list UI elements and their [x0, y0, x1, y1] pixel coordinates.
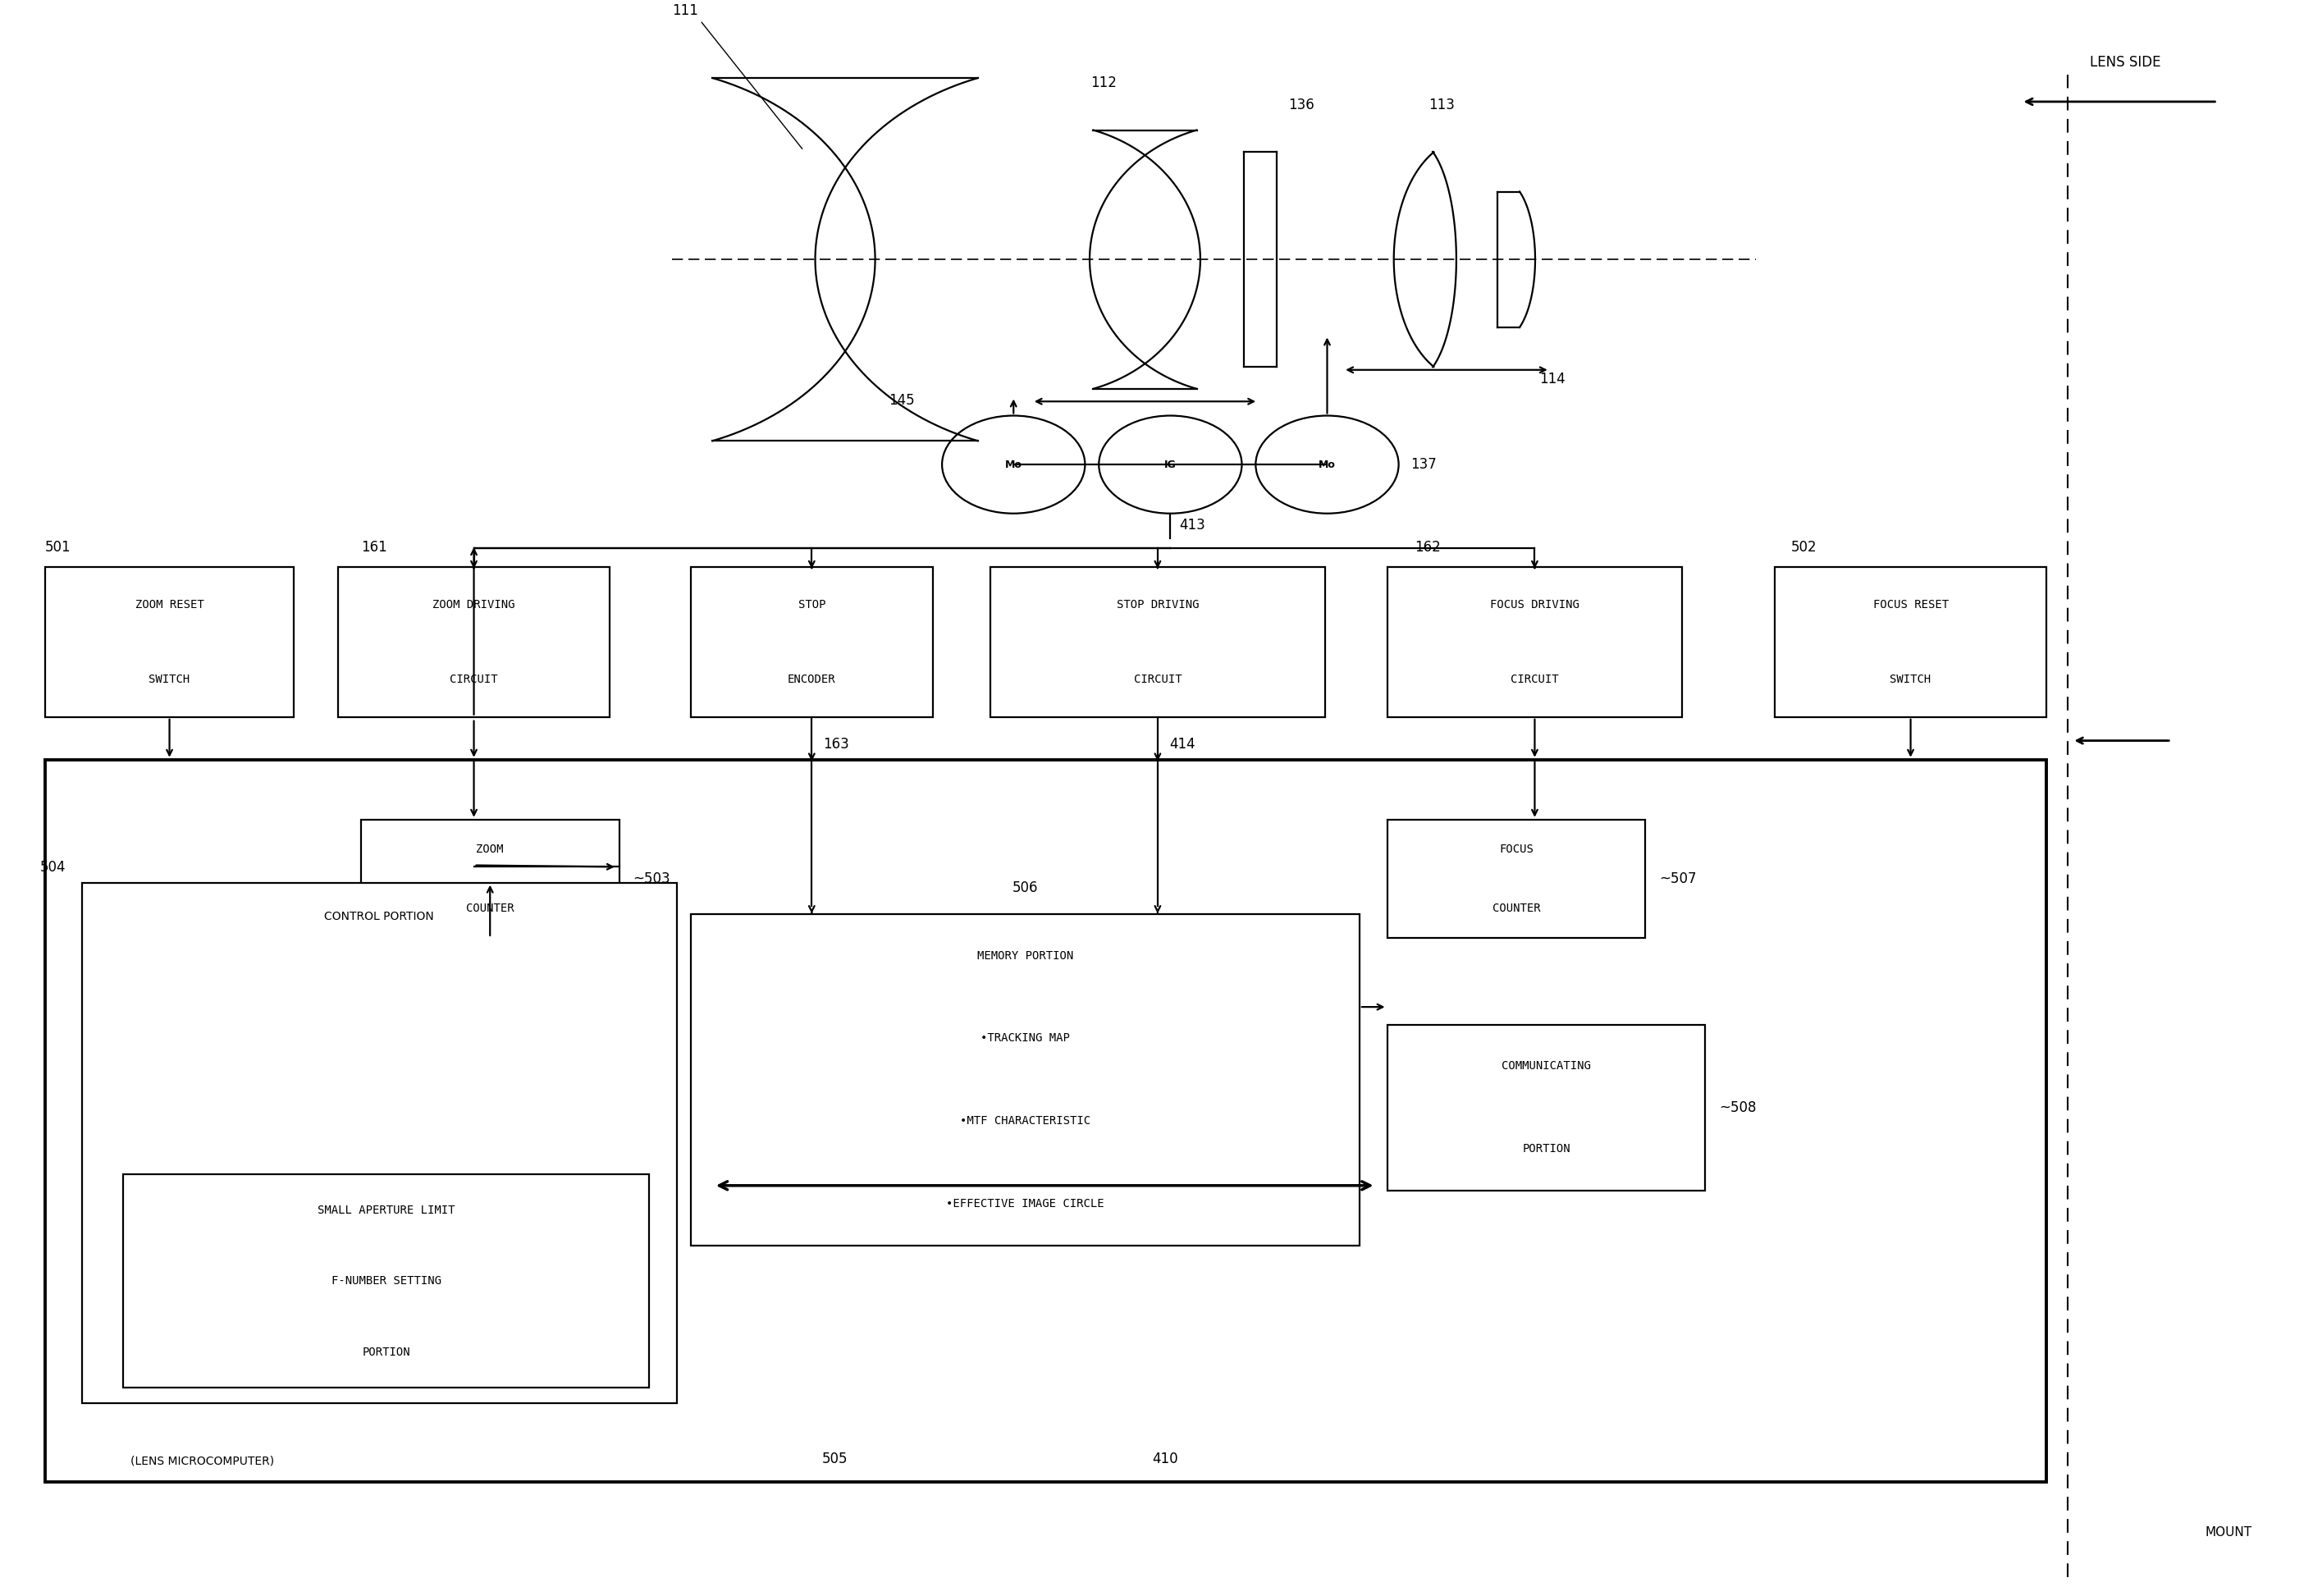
Text: ENCODER: ENCODER [789, 674, 835, 685]
Text: FOCUS DRIVING: FOCUS DRIVING [1490, 598, 1580, 610]
Text: 145: 145 [888, 393, 914, 407]
Text: 414: 414 [1168, 737, 1196, 752]
Text: 501: 501 [44, 539, 72, 554]
Text: 114: 114 [1540, 372, 1566, 386]
Text: MEMORY PORTION: MEMORY PORTION [976, 950, 1073, 961]
Text: FOCUS: FOCUS [1499, 843, 1534, 855]
Text: 506: 506 [1013, 881, 1039, 895]
Text: STOP DRIVING: STOP DRIVING [1117, 598, 1198, 610]
Text: F-NUMBER SETTING: F-NUMBER SETTING [331, 1275, 442, 1286]
FancyBboxPatch shape [44, 760, 2047, 1483]
Text: COMMUNICATING: COMMUNICATING [1501, 1060, 1591, 1073]
FancyBboxPatch shape [1774, 567, 2047, 717]
Text: ~508: ~508 [1719, 1100, 1756, 1116]
Text: ZOOM DRIVING: ZOOM DRIVING [433, 598, 516, 610]
Text: STOP: STOP [798, 598, 826, 610]
Text: ~503: ~503 [634, 871, 671, 886]
Text: CIRCUIT: CIRCUIT [1510, 674, 1559, 685]
Text: PORTION: PORTION [363, 1347, 409, 1358]
FancyBboxPatch shape [990, 567, 1325, 717]
Text: IG: IG [1163, 460, 1177, 469]
FancyBboxPatch shape [123, 1175, 650, 1387]
Text: COUNTER: COUNTER [1492, 902, 1540, 915]
FancyBboxPatch shape [1388, 819, 1645, 938]
Text: ZOOM: ZOOM [476, 843, 504, 855]
Text: LENS SIDE: LENS SIDE [2089, 54, 2160, 70]
FancyBboxPatch shape [1388, 1025, 1705, 1191]
Text: SWITCH: SWITCH [148, 674, 190, 685]
FancyBboxPatch shape [692, 567, 932, 717]
Text: 113: 113 [1429, 97, 1455, 113]
Text: 137: 137 [1411, 456, 1436, 472]
Text: 413: 413 [1180, 517, 1205, 533]
Text: 505: 505 [821, 1452, 849, 1467]
Text: •TRACKING MAP: •TRACKING MAP [981, 1033, 1069, 1044]
Text: •EFFECTIVE IMAGE CIRCLE: •EFFECTIVE IMAGE CIRCLE [946, 1199, 1103, 1210]
Text: •MTF CHARACTERISTIC: •MTF CHARACTERISTIC [960, 1116, 1089, 1127]
Text: FOCUS RESET: FOCUS RESET [1874, 598, 1948, 610]
FancyBboxPatch shape [44, 567, 294, 717]
Text: CONTROL PORTION: CONTROL PORTION [324, 911, 435, 922]
Text: 162: 162 [1416, 539, 1441, 554]
FancyBboxPatch shape [692, 915, 1360, 1245]
Text: ZOOM RESET: ZOOM RESET [134, 598, 204, 610]
Text: 136: 136 [1288, 97, 1314, 113]
Text: 111: 111 [673, 3, 803, 148]
FancyBboxPatch shape [361, 819, 620, 938]
Text: Mo: Mo [1318, 460, 1335, 469]
Text: 163: 163 [823, 737, 849, 752]
Text: 112: 112 [1089, 77, 1117, 91]
Text: MOUNT: MOUNT [2204, 1526, 2253, 1539]
Text: 502: 502 [1790, 539, 1816, 554]
Text: SWITCH: SWITCH [1890, 674, 1931, 685]
Text: CIRCUIT: CIRCUIT [1133, 674, 1182, 685]
Text: CIRCUIT: CIRCUIT [449, 674, 497, 685]
Text: COUNTER: COUNTER [465, 902, 513, 915]
Text: (LENS MICROCOMPUTER): (LENS MICROCOMPUTER) [130, 1456, 273, 1467]
FancyBboxPatch shape [338, 567, 611, 717]
Text: SMALL APERTURE LIMIT: SMALL APERTURE LIMIT [317, 1205, 456, 1216]
Text: 504: 504 [39, 860, 67, 875]
Text: Mo: Mo [1004, 460, 1022, 469]
FancyBboxPatch shape [1388, 567, 1682, 717]
FancyBboxPatch shape [81, 883, 678, 1403]
Text: ~507: ~507 [1658, 871, 1695, 886]
Text: PORTION: PORTION [1522, 1143, 1571, 1154]
Text: 161: 161 [361, 539, 386, 554]
Text: 410: 410 [1152, 1452, 1177, 1467]
